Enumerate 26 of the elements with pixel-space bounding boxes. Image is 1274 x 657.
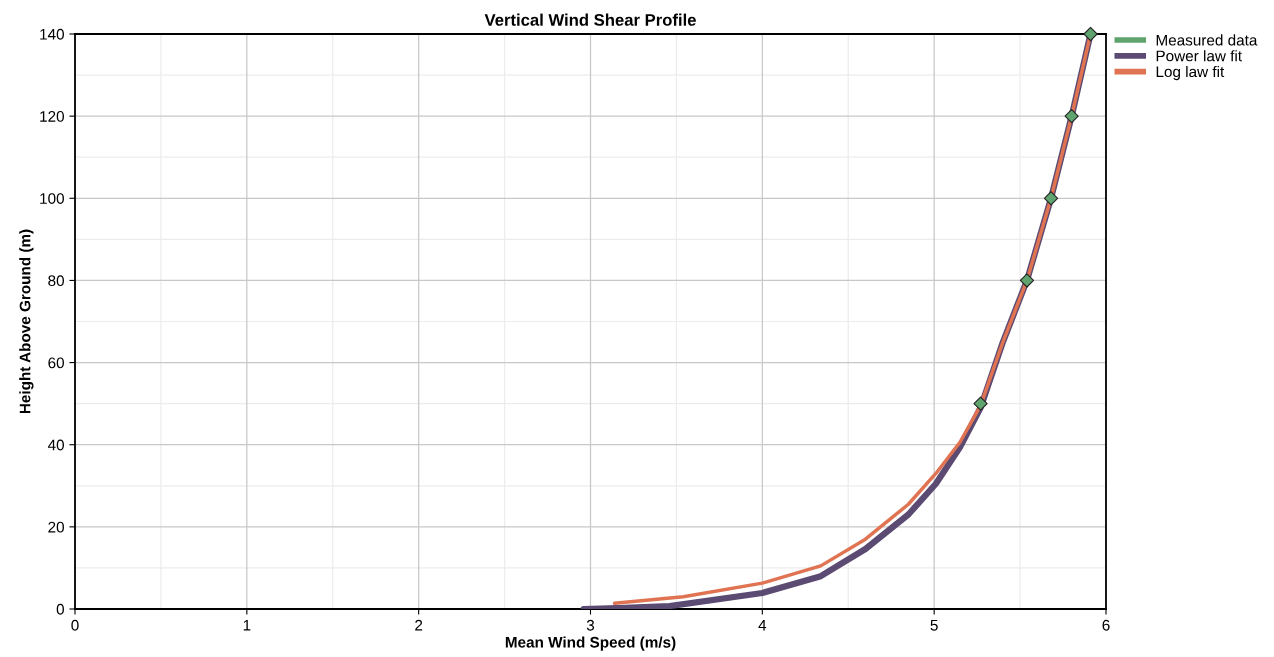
- y-tick-label: 100: [40, 193, 64, 204]
- chart-title: Vertical Wind Shear Profile: [484, 13, 696, 26]
- y-tick-label: 0: [56, 603, 64, 615]
- legend-label: Log law fit: [1156, 65, 1225, 81]
- y-axis-title: Height Above Ground (m): [19, 229, 34, 414]
- x-axis-title: Mean Wind Speed (m/s): [505, 636, 676, 651]
- point: [1019, 273, 1035, 288]
- legend-label: Measured data: [1156, 34, 1258, 46]
- x-tick-label: 1: [243, 619, 251, 631]
- point: [973, 396, 988, 411]
- x-tick-label: 4: [758, 619, 767, 631]
- y-tick-label: 140: [40, 28, 64, 40]
- x-tick-label: 2: [415, 619, 423, 631]
- x-tick-label: 6: [1102, 619, 1110, 631]
- x-tick-label: 5: [930, 619, 938, 631]
- legend-label: Power law fit: [1156, 50, 1242, 62]
- point: [1043, 191, 1059, 206]
- y-tick-label: 60: [48, 357, 64, 369]
- y-tick-label: 120: [40, 111, 64, 122]
- y-tick-label: 40: [47, 439, 64, 451]
- y-tick-label: 20: [48, 521, 64, 533]
- point: [1083, 26, 1098, 42]
- y-tick-label: 80: [48, 275, 64, 287]
- x-tick-label: 3: [586, 619, 595, 631]
- point: [1064, 108, 1079, 124]
- x-tick-label: 0: [71, 619, 79, 631]
